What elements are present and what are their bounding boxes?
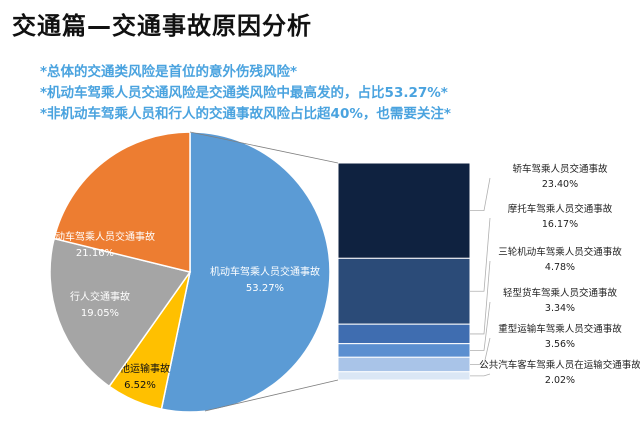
bar-segment-value: 16.17%	[542, 219, 578, 230]
bar-segment-label: 重型运输车驾乘人员交通事故	[498, 323, 622, 335]
pie-slice-value: 6.52%	[124, 380, 156, 391]
bar-segment-label: 三轮机动车驾乘人员交通事故	[498, 246, 622, 258]
pie-slice-label: 行人交通事故	[70, 290, 130, 303]
pie-slice-value: 53.27%	[246, 283, 284, 294]
pie-slice-value: 21.16%	[76, 248, 114, 259]
bar-leader-line	[470, 260, 491, 335]
note-line: *非机动车驾乘人员和行人的交通事故风险占比超40%，也需要关注*	[40, 106, 451, 122]
bar-segment	[337, 371, 471, 381]
notes-block: *总体的交通类风险是首位的意外伤残风险* *机动车驾乘人员交通风险是交通类风险中…	[40, 62, 451, 125]
note-line: *机动车驾乘人员交通风险是交通类风险中最高发的，占比53.27%*	[40, 85, 448, 101]
connector-line	[189, 131, 339, 164]
bar-leader-line	[470, 373, 491, 377]
pie-slice-label: 非机动车驾乘人员交通事故	[35, 230, 155, 243]
bar-leader-line	[470, 217, 491, 292]
bar-segment-value: 3.34%	[545, 303, 575, 314]
bar-segment	[337, 323, 471, 345]
bar-segment-value: 2.02%	[545, 375, 575, 386]
bar-segment-label: 轿车驾乘人员交通事故	[512, 163, 608, 175]
bar-segment	[337, 343, 471, 358]
pie-slice	[53, 131, 191, 273]
pie-slice-value: 19.05%	[81, 308, 119, 319]
connector-line	[204, 379, 339, 412]
bar-segment-label: 公共汽车客车驾乘人员在运输交通事故	[479, 359, 640, 371]
bar-leader-line	[470, 301, 491, 351]
bar-segment-label: 轻型货车驾乘人员交通事故	[503, 287, 618, 299]
pie-slice	[160, 131, 331, 413]
page-title: 交通篇—交通事故原因分析	[12, 12, 312, 40]
pie-slice	[49, 237, 192, 388]
bar-segment	[337, 257, 471, 325]
bar-leader-line	[470, 337, 491, 365]
bar-segment	[337, 162, 471, 259]
bar-segment-value: 3.56%	[545, 339, 575, 350]
bar-segment-label: 摩托车驾乘人员交通事故	[508, 203, 613, 215]
bar-segment-value: 4.78%	[545, 262, 575, 273]
note-line: *总体的交通类风险是首位的意外伤残风险*	[40, 64, 298, 80]
pie-slice-label: 机动车驾乘人员交通事故	[210, 265, 320, 278]
bar-segment-value: 23.40%	[542, 179, 578, 190]
bar-leader-line	[470, 177, 491, 212]
bar-segment	[337, 356, 471, 373]
